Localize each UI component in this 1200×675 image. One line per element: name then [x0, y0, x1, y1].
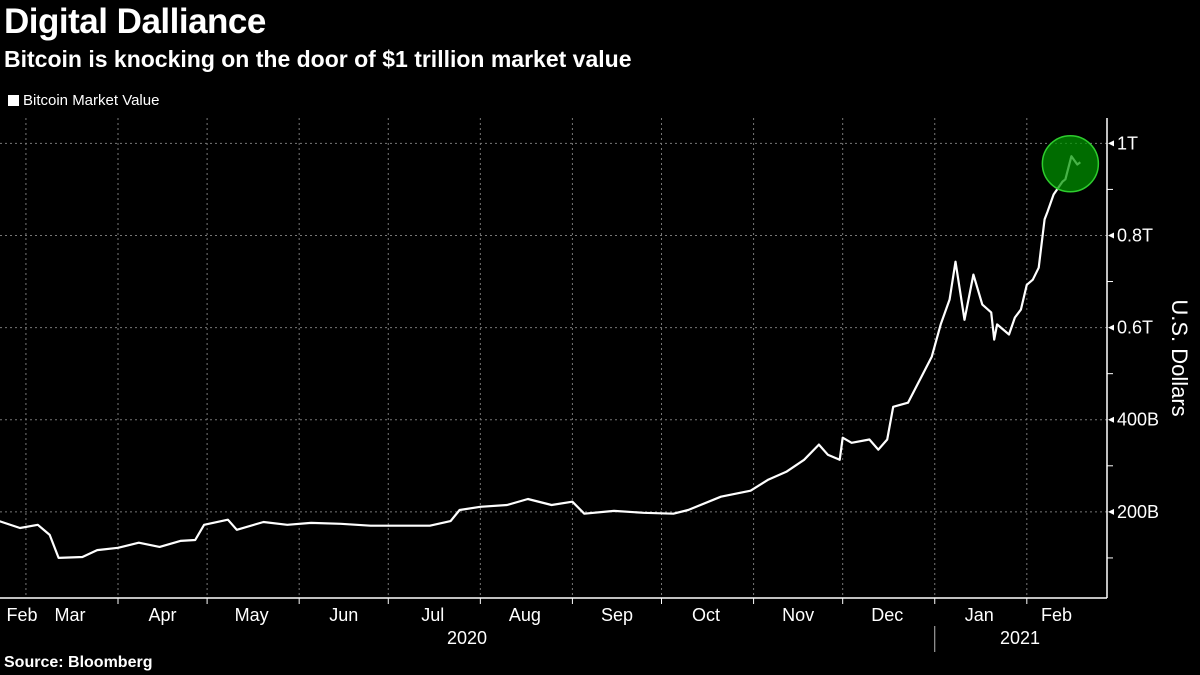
series-line-bitcoin-market-value [0, 155, 1081, 559]
axes: 200B 400B 0.6T 0.8T 1T Feb Mar Apr May Jun Jul Aug S… [0, 118, 1159, 652]
x-tick-label: Dec [871, 605, 903, 625]
x-tick-label: Feb [1041, 605, 1072, 625]
y-tick-label: 200B [1117, 502, 1159, 522]
source-note: Source: Bloomberg [4, 654, 153, 671]
y-tick-arrow [1108, 140, 1114, 147]
x-tick-label: Jun [329, 605, 358, 625]
chart-title: Digital Dalliance [4, 2, 266, 41]
x-tick-label: May [235, 605, 269, 625]
highlight-circle [1041, 135, 1100, 193]
x-year-label: 2020 [447, 628, 487, 648]
y-tick-arrow [1108, 416, 1114, 423]
legend-swatch [8, 95, 19, 106]
x-tick-label: Mar [55, 605, 86, 625]
x-tick-label: Aug [509, 605, 541, 625]
y-tick-label: 400B [1117, 410, 1159, 430]
y-tick-label: 1T [1117, 133, 1138, 153]
x-year-label: 2021 [1000, 628, 1040, 648]
y-tick-label: 0.8T [1117, 225, 1153, 245]
x-tick-label: Oct [692, 605, 720, 625]
series-lines [0, 155, 1081, 559]
x-tick-label: Jul [421, 605, 444, 625]
x-tick-label: Jan [965, 605, 994, 625]
legend: Bitcoin Market Value [8, 92, 159, 109]
y-axis-label: U.S. Dollars [1167, 299, 1192, 416]
chart-subtitle: Bitcoin is knocking on the door of $1 tr… [4, 46, 632, 72]
x-tick-label: Nov [782, 605, 814, 625]
legend-label: Bitcoin Market Value [23, 92, 160, 109]
y-tick-arrow [1108, 508, 1114, 515]
annotations [1041, 135, 1100, 193]
x-tick-label: Sep [601, 605, 633, 625]
y-tick-label: 0.6T [1117, 318, 1153, 338]
y-tick-arrow [1108, 232, 1114, 239]
x-tick-label: Apr [149, 605, 177, 625]
x-tick-label: Feb [6, 605, 37, 625]
gridlines [0, 118, 1107, 598]
y-tick-arrow [1108, 324, 1114, 331]
